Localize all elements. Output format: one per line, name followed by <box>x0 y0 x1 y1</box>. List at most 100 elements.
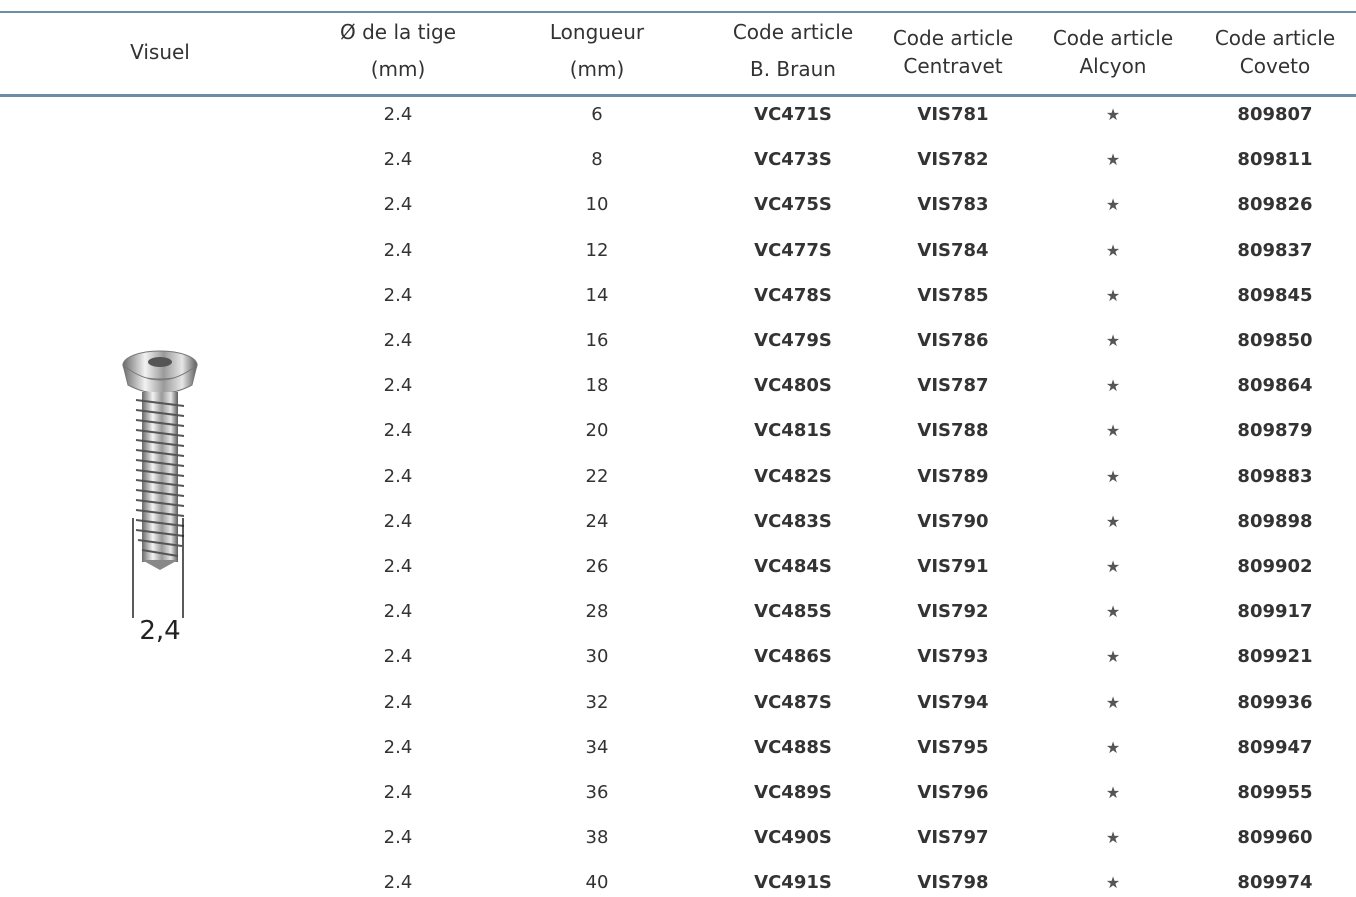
table-cell: VIS794 <box>917 691 989 713</box>
table-cell: 26 <box>585 556 609 577</box>
table-cell: VC482S <box>754 465 832 487</box>
header-cell: Code article <box>732 20 854 44</box>
table-cell: ★ <box>1105 150 1121 170</box>
table-cell: 809974 <box>1237 872 1313 894</box>
table-cell: ★ <box>1105 557 1121 576</box>
header-cell: Visuel <box>130 40 190 64</box>
table-cell: 2.4 <box>383 736 413 758</box>
table-cell: VIS787 <box>917 375 989 397</box>
table-cell: ★ <box>1105 602 1121 622</box>
table-cell: 809837 <box>1237 239 1313 261</box>
table-cell: VC477S <box>754 239 832 261</box>
table-cell: VIS786 <box>917 330 989 351</box>
table-cell: 809947 <box>1237 736 1313 758</box>
table-cell: VC484S <box>754 556 832 577</box>
table-cell: VIS796 <box>917 782 989 803</box>
table-cell: 809960 <box>1237 827 1313 849</box>
table-cell: VC481S <box>754 420 832 442</box>
table-cell: 809845 <box>1237 284 1313 306</box>
table-cell: VIS781 <box>917 104 989 125</box>
header-cell: Code article <box>1214 26 1336 50</box>
table-cell: 809850 <box>1237 330 1313 351</box>
table-cell: 2.4 <box>383 556 413 577</box>
table-cell: 8 <box>591 149 603 171</box>
table-cell: 809826 <box>1237 194 1313 216</box>
table-cell: 2.4 <box>383 149 413 171</box>
table-cell: 28 <box>585 601 609 623</box>
visual-label: 2,4 <box>139 616 181 646</box>
table-cell: 2.4 <box>383 194 413 216</box>
table-cell: VIS792 <box>917 601 989 623</box>
table-cell: ★ <box>1105 647 1121 667</box>
table-cell: 2.4 <box>383 239 413 261</box>
table-cell: 809807 <box>1237 104 1313 125</box>
header-cell: Code article <box>1052 26 1174 50</box>
table-cell: VC478S <box>754 284 832 306</box>
table-cell: 2.4 <box>383 465 413 487</box>
table-cell: 2.4 <box>383 375 413 397</box>
table-cell: 809917 <box>1237 601 1313 623</box>
table-cell: 809879 <box>1237 420 1313 442</box>
table-cell: 10 <box>585 194 609 216</box>
header-cell: Code article <box>892 26 1014 50</box>
table-cell: 16 <box>585 330 609 351</box>
table-cell: 809936 <box>1237 691 1313 713</box>
table-cell: 24 <box>585 510 609 532</box>
header-rule <box>0 94 1356 97</box>
table-cell: ★ <box>1105 692 1121 712</box>
table-cell: VIS795 <box>917 736 989 758</box>
table-cell: VIS783 <box>917 194 989 216</box>
table-cell: ★ <box>1105 421 1121 441</box>
table-cell: ★ <box>1105 285 1121 305</box>
table-cell: 2.4 <box>383 420 413 442</box>
table-cell: 18 <box>585 375 609 397</box>
table-cell: VIS797 <box>917 827 989 849</box>
table-cell: VIS791 <box>917 556 989 577</box>
table-cell: VC488S <box>754 736 832 758</box>
table-cell: 2.4 <box>383 872 413 894</box>
table-cell: VC480S <box>754 375 832 397</box>
table-cell: 36 <box>585 782 609 803</box>
table-cell: VIS784 <box>917 239 989 261</box>
table-cell: VC471S <box>754 104 832 125</box>
table-cell: 14 <box>585 284 609 306</box>
table-cell: ★ <box>1105 873 1121 893</box>
table-cell: VIS793 <box>917 646 989 668</box>
table-cell: VIS789 <box>917 465 989 487</box>
table-cell: VIS788 <box>917 420 989 442</box>
table-cell: ★ <box>1105 511 1121 531</box>
table-cell: 20 <box>585 420 609 442</box>
table-cell: ★ <box>1105 466 1121 486</box>
table-cell: ★ <box>1105 376 1121 396</box>
table-cell: 38 <box>585 827 609 849</box>
table-cell: ★ <box>1105 737 1121 757</box>
table-cell: 809902 <box>1237 556 1313 577</box>
table-cell: VC489S <box>754 782 832 803</box>
table-cell: 809955 <box>1237 782 1313 803</box>
header-cell: Coveto <box>1239 54 1311 78</box>
table-cell: VC490S <box>754 827 832 849</box>
table-cell: VIS785 <box>917 284 989 306</box>
header-cell: Alcyon <box>1079 54 1147 78</box>
table-cell: 809811 <box>1237 149 1313 171</box>
table-cell: 809864 <box>1237 375 1313 397</box>
table-cell: 2.4 <box>383 104 413 125</box>
table-cell: 809898 <box>1237 510 1313 532</box>
table-cell: 2.4 <box>383 782 413 803</box>
top-rule <box>0 11 1356 13</box>
table-cell: VC483S <box>754 510 832 532</box>
table-cell: VC486S <box>754 646 832 668</box>
table-cell: 2.4 <box>383 691 413 713</box>
table-cell: 12 <box>585 239 609 261</box>
table-cell: 34 <box>585 736 609 758</box>
table-cell: 809921 <box>1237 646 1313 668</box>
table-cell: VC487S <box>754 691 832 713</box>
header-cell: (mm) <box>569 57 625 81</box>
table-cell: 32 <box>585 691 609 713</box>
table-cell: VC485S <box>754 601 832 623</box>
header-cell: (mm) <box>370 57 426 81</box>
table-cell: VIS798 <box>917 872 989 894</box>
table-cell: 6 <box>591 104 603 125</box>
table-cell: 809883 <box>1237 465 1313 487</box>
table-cell: VC473S <box>754 149 832 171</box>
